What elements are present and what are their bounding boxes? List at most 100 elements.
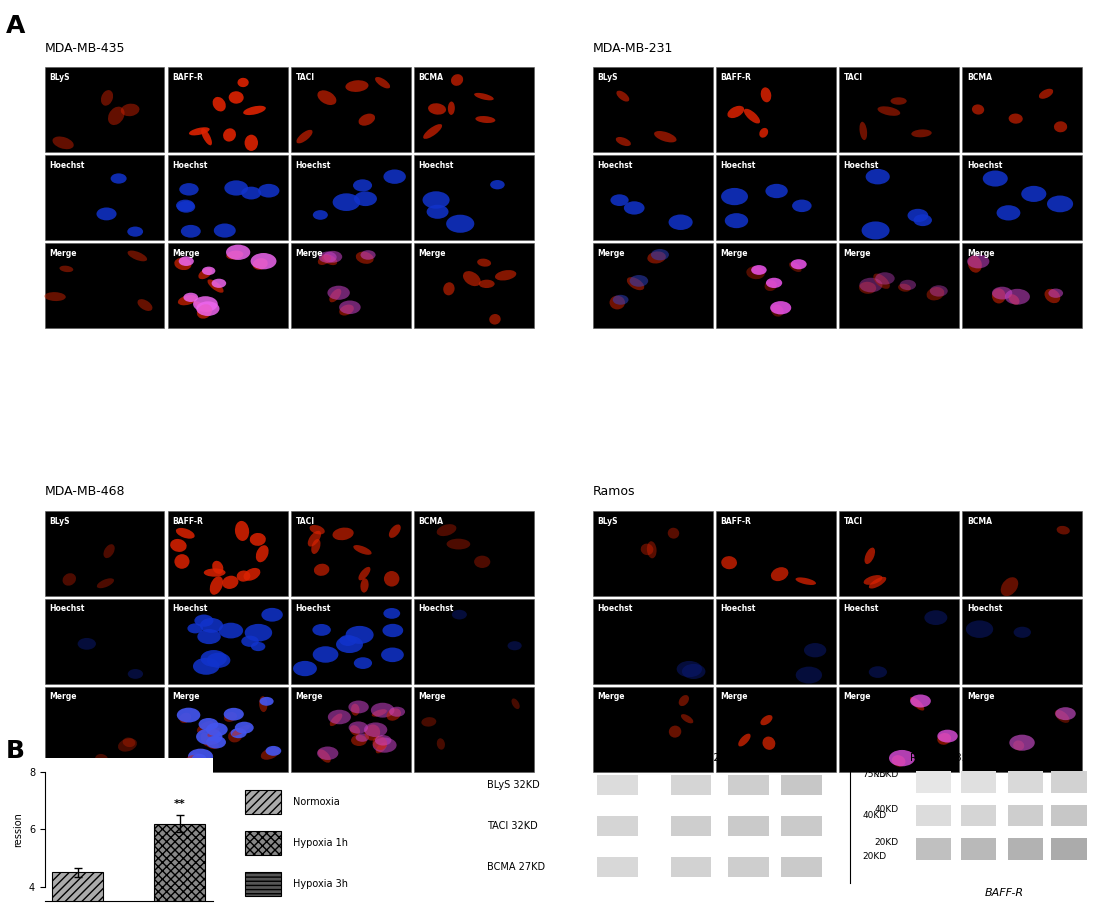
- Ellipse shape: [186, 755, 206, 767]
- Text: Merge: Merge: [295, 249, 323, 258]
- Ellipse shape: [370, 703, 394, 718]
- Text: Hoechst: Hoechst: [721, 604, 756, 614]
- Text: Hoechst: Hoechst: [419, 604, 454, 614]
- Ellipse shape: [611, 194, 629, 206]
- Ellipse shape: [911, 129, 932, 138]
- FancyBboxPatch shape: [781, 857, 821, 877]
- Bar: [154, 823, 205, 924]
- Ellipse shape: [910, 697, 924, 711]
- Ellipse shape: [386, 709, 401, 721]
- Ellipse shape: [319, 251, 337, 262]
- Ellipse shape: [384, 169, 406, 184]
- Ellipse shape: [761, 715, 772, 725]
- Text: Merge: Merge: [721, 249, 749, 258]
- Ellipse shape: [744, 109, 760, 124]
- Ellipse shape: [448, 102, 454, 115]
- Text: Merge: Merge: [172, 249, 200, 258]
- Ellipse shape: [128, 250, 147, 261]
- Ellipse shape: [293, 661, 317, 676]
- Text: 40KD: 40KD: [863, 811, 886, 820]
- Text: BLyS: BLyS: [49, 73, 69, 82]
- Text: Merge: Merge: [721, 692, 749, 701]
- Ellipse shape: [624, 201, 645, 214]
- Ellipse shape: [792, 200, 811, 213]
- FancyBboxPatch shape: [245, 790, 281, 814]
- Ellipse shape: [211, 279, 226, 288]
- Ellipse shape: [746, 266, 764, 279]
- Ellipse shape: [111, 174, 126, 184]
- Text: Hoechst: Hoechst: [967, 161, 1003, 170]
- Bar: [839, 67, 959, 152]
- Ellipse shape: [339, 635, 357, 646]
- Text: Hoechst: Hoechst: [844, 161, 880, 170]
- Ellipse shape: [256, 545, 269, 563]
- Text: Merge: Merge: [598, 249, 626, 258]
- Bar: [291, 599, 411, 684]
- Ellipse shape: [297, 129, 312, 143]
- Ellipse shape: [200, 650, 227, 667]
- Ellipse shape: [138, 299, 152, 311]
- Ellipse shape: [178, 295, 197, 305]
- Ellipse shape: [1054, 121, 1068, 132]
- Ellipse shape: [875, 273, 895, 285]
- Ellipse shape: [727, 106, 744, 118]
- Ellipse shape: [360, 578, 368, 592]
- Ellipse shape: [176, 200, 195, 212]
- Text: TACI: TACI: [295, 73, 314, 82]
- Bar: [168, 599, 288, 684]
- FancyBboxPatch shape: [1008, 838, 1044, 859]
- Ellipse shape: [128, 226, 143, 237]
- Ellipse shape: [226, 250, 243, 260]
- Ellipse shape: [189, 128, 209, 136]
- Text: Hoechst: Hoechst: [598, 161, 633, 170]
- Ellipse shape: [859, 122, 867, 140]
- Ellipse shape: [245, 135, 258, 151]
- Ellipse shape: [615, 137, 631, 146]
- Ellipse shape: [452, 610, 467, 619]
- Ellipse shape: [771, 567, 789, 581]
- Ellipse shape: [924, 610, 948, 625]
- Text: MDA-MB-468: MDA-MB-468: [45, 485, 125, 498]
- Bar: [839, 599, 959, 684]
- Bar: [45, 67, 164, 152]
- Text: BCMA: BCMA: [967, 73, 991, 82]
- Ellipse shape: [243, 105, 266, 116]
- Ellipse shape: [203, 267, 215, 275]
- Ellipse shape: [997, 205, 1021, 221]
- Ellipse shape: [873, 274, 890, 289]
- Ellipse shape: [429, 103, 446, 115]
- Bar: [593, 243, 713, 328]
- Text: Hoechst: Hoechst: [598, 604, 633, 614]
- Ellipse shape: [201, 128, 211, 145]
- Text: BLyS: BLyS: [49, 517, 69, 526]
- Ellipse shape: [360, 250, 376, 260]
- Ellipse shape: [207, 279, 224, 293]
- Ellipse shape: [312, 646, 338, 663]
- Ellipse shape: [250, 533, 266, 546]
- Bar: [414, 67, 534, 152]
- Bar: [53, 872, 103, 924]
- Ellipse shape: [862, 222, 890, 239]
- Ellipse shape: [789, 262, 801, 272]
- FancyBboxPatch shape: [961, 805, 997, 826]
- Ellipse shape: [260, 696, 267, 712]
- Ellipse shape: [351, 704, 359, 716]
- FancyBboxPatch shape: [598, 775, 638, 795]
- Text: BCMA 27KD: BCMA 27KD: [487, 862, 545, 872]
- Ellipse shape: [868, 666, 887, 678]
- Ellipse shape: [117, 738, 137, 751]
- Ellipse shape: [223, 128, 236, 141]
- Bar: [45, 155, 164, 240]
- Ellipse shape: [765, 278, 782, 288]
- FancyBboxPatch shape: [245, 832, 281, 856]
- Ellipse shape: [231, 728, 246, 738]
- Bar: [45, 599, 164, 684]
- Bar: [716, 243, 836, 328]
- Ellipse shape: [349, 722, 368, 734]
- Bar: [593, 155, 713, 240]
- Ellipse shape: [59, 266, 73, 273]
- Text: Merge: Merge: [419, 249, 446, 258]
- Ellipse shape: [892, 755, 905, 767]
- Bar: [593, 687, 713, 772]
- Ellipse shape: [1022, 186, 1046, 202]
